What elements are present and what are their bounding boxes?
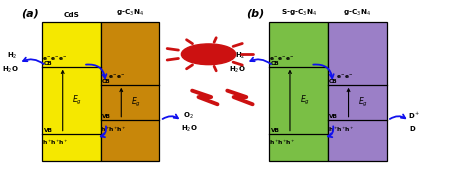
Text: h$^+$: h$^+$ <box>116 125 127 134</box>
Text: e$^-$: e$^-$ <box>58 55 68 63</box>
Text: H$_2$O: H$_2$O <box>2 65 19 75</box>
Text: $E_g$: $E_g$ <box>300 94 310 107</box>
Text: e$^-$: e$^-$ <box>117 73 127 81</box>
Bar <box>270 22 328 161</box>
Text: h$^+$: h$^+$ <box>58 139 68 147</box>
Text: CB: CB <box>271 61 280 66</box>
Text: h$^+$: h$^+$ <box>42 139 52 147</box>
Text: e$^-$: e$^-$ <box>344 73 354 81</box>
Text: $E_g$: $E_g$ <box>73 94 82 107</box>
Text: CB: CB <box>329 79 337 84</box>
Text: D: D <box>410 126 415 132</box>
Text: (a): (a) <box>22 8 39 18</box>
Text: H$_2$O: H$_2$O <box>182 124 198 134</box>
Text: g-C$_3$N$_4$: g-C$_3$N$_4$ <box>116 7 144 18</box>
Text: O$_2$: O$_2$ <box>183 111 194 121</box>
Text: (b): (b) <box>246 8 264 18</box>
Text: e$^-$: e$^-$ <box>269 55 279 63</box>
Text: VB: VB <box>329 114 338 119</box>
Text: h$^+$: h$^+$ <box>336 125 346 134</box>
Circle shape <box>182 44 236 65</box>
Text: e$^-$: e$^-$ <box>50 55 60 63</box>
Text: CB: CB <box>102 79 110 84</box>
Text: e$^-$: e$^-$ <box>285 55 295 63</box>
Bar <box>328 22 387 161</box>
Bar <box>101 22 159 161</box>
Text: e$^-$: e$^-$ <box>336 73 346 81</box>
Text: CdS: CdS <box>64 12 80 18</box>
Text: g-C$_3$N$_4$: g-C$_3$N$_4$ <box>343 7 371 18</box>
Text: $E_g$: $E_g$ <box>131 96 141 109</box>
Text: h$^+$: h$^+$ <box>100 125 110 134</box>
Text: e$^-$: e$^-$ <box>42 55 52 63</box>
Text: e$^-$: e$^-$ <box>109 73 118 81</box>
Text: VB: VB <box>44 128 53 133</box>
Text: h$^+$: h$^+$ <box>109 125 118 134</box>
Text: D$^+$: D$^+$ <box>408 111 420 121</box>
Text: VB: VB <box>271 128 280 133</box>
Text: h$^+$: h$^+$ <box>344 125 354 134</box>
Text: h$^+$: h$^+$ <box>277 139 287 147</box>
Text: H$_2$: H$_2$ <box>235 51 245 61</box>
Text: H$_2$: H$_2$ <box>8 51 18 61</box>
Text: $E_g$: $E_g$ <box>358 96 368 109</box>
Text: e$^-$: e$^-$ <box>277 55 287 63</box>
Text: S-g-C$_3$N$_4$: S-g-C$_3$N$_4$ <box>281 7 317 18</box>
Text: h$^+$: h$^+$ <box>269 139 279 147</box>
Text: CB: CB <box>44 61 52 66</box>
Text: H$_2$O: H$_2$O <box>229 65 246 75</box>
Text: h$^+$: h$^+$ <box>285 139 295 147</box>
Text: h$^+$: h$^+$ <box>50 139 60 147</box>
Bar <box>42 22 101 161</box>
Text: VB: VB <box>102 114 110 119</box>
Text: h$^+$: h$^+$ <box>328 125 338 134</box>
